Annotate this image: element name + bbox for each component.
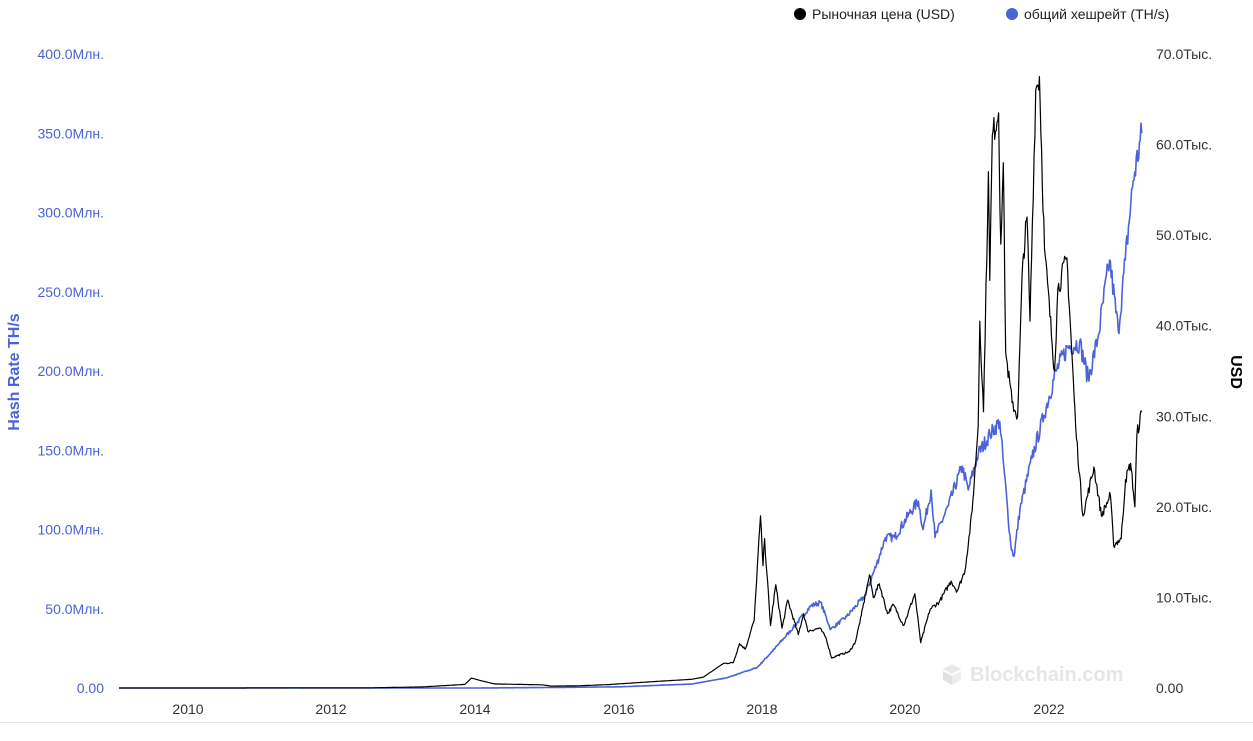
right-tick-label: 20.0Тыс. — [1156, 499, 1212, 515]
left-tick-label: 50.0Млн. — [45, 601, 104, 617]
left-tick-label: 350.0Млн. — [38, 125, 105, 141]
right-tick-label: 0.00 — [1156, 680, 1183, 696]
series-layer — [119, 76, 1143, 689]
left-tick-label: 100.0Млн. — [38, 522, 105, 538]
left-tick-label: 300.0Млн. — [38, 205, 105, 221]
left-tick-label: 250.0Млн. — [38, 284, 105, 300]
x-tick-label: 2012 — [315, 701, 346, 717]
bottom-divider — [0, 722, 1253, 723]
price-legend-dot-icon — [794, 8, 806, 20]
watermark-text: Blockchain.com — [970, 664, 1123, 686]
x-tick-label: 2014 — [459, 701, 490, 717]
x-axis-ticks: 2010 2012 2014 2016 2018 2020 2022 — [172, 701, 1064, 717]
left-tick-label: 400.0Млн. — [38, 46, 105, 62]
legend-hashrate-label: общий хешрейт (TH/s) — [1024, 6, 1170, 22]
legend-item-price[interactable]: Рыночная цена (USD) — [794, 6, 955, 22]
x-tick-label: 2018 — [746, 701, 777, 717]
right-tick-label: 50.0Тыс. — [1156, 227, 1212, 243]
left-axis-title: Hash Rate TH/s — [6, 313, 23, 430]
right-tick-label: 60.0Тыс. — [1156, 137, 1212, 153]
x-tick-label: 2010 — [172, 701, 203, 717]
left-tick-label: 200.0Млн. — [38, 363, 105, 379]
watermark: Blockchain.com — [943, 664, 1123, 686]
right-tick-label: 40.0Тыс. — [1156, 318, 1212, 334]
right-tick-label: 30.0Тыс. — [1156, 408, 1212, 424]
right-axis-ticks: 0.00 10.0Тыс. 20.0Тыс. 30.0Тыс. 40.0Тыс. 50.0… — [1156, 46, 1212, 696]
x-tick-label: 2022 — [1033, 701, 1064, 717]
legend-price-label: Рыночная цена (USD) — [812, 6, 955, 22]
x-tick-label: 2016 — [603, 701, 634, 717]
left-axis-ticks: 0.00 50.0Млн. 100.0Млн. 150.0Млн. 200.0Млн. 2… — [38, 46, 105, 696]
hashrate-legend-dot-icon — [1006, 8, 1018, 20]
left-tick-label: 0.00 — [77, 680, 104, 696]
legend-item-hashrate[interactable]: общий хешрейт (TH/s) — [1006, 6, 1169, 22]
right-axis-title: USD — [1227, 355, 1244, 389]
right-tick-label: 70.0Тыс. — [1156, 46, 1212, 62]
x-tick-label: 2020 — [889, 701, 920, 717]
price-series-line[interactable] — [119, 76, 1143, 689]
right-tick-label: 10.0Тыс. — [1156, 589, 1212, 605]
blockchain-logo-icon — [943, 664, 961, 685]
left-tick-label: 150.0Млн. — [38, 442, 105, 458]
